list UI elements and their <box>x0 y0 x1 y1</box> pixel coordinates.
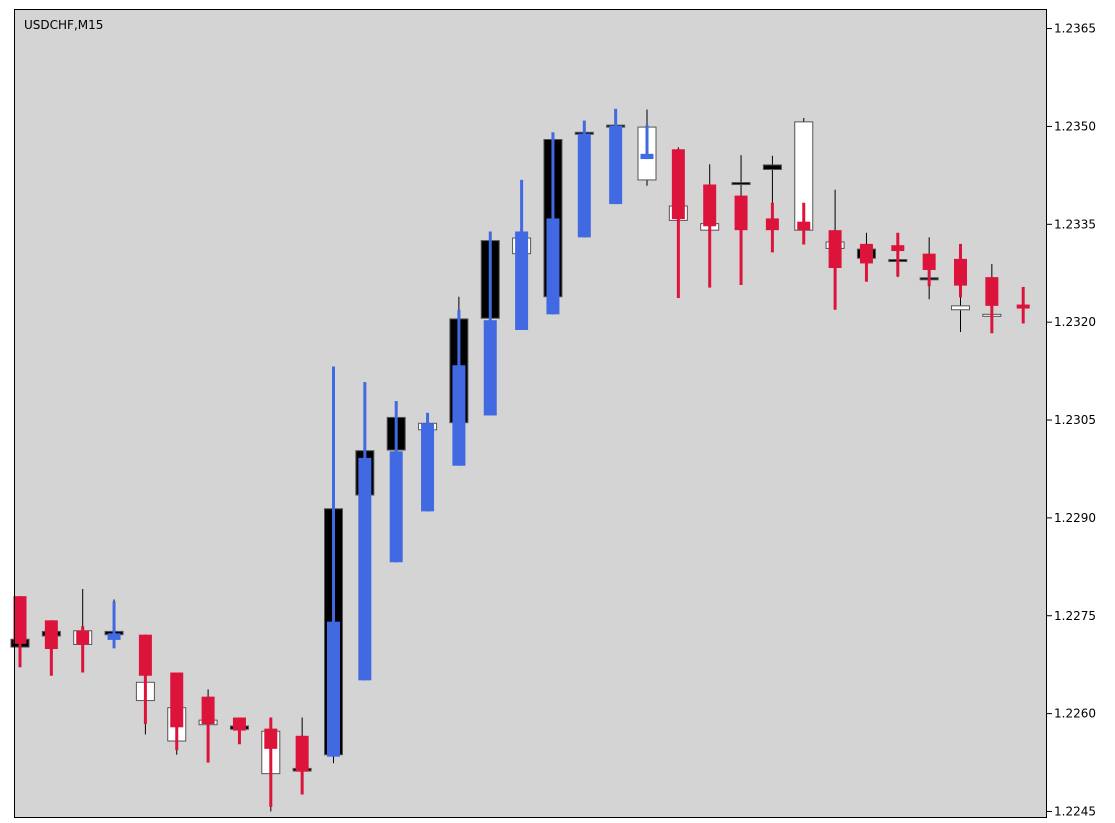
candle-body <box>734 195 748 231</box>
price-axis-label: 1.2335 <box>1054 217 1096 231</box>
candle-body <box>765 218 779 231</box>
candle-body <box>546 218 560 315</box>
candle-body <box>797 221 811 231</box>
candle-body <box>264 728 278 749</box>
candle-body <box>201 696 215 725</box>
candle-wick <box>237 717 241 745</box>
candle-body <box>985 277 999 306</box>
secondary-candle-body <box>762 164 782 170</box>
candle-body <box>515 231 529 330</box>
candle-body <box>76 630 90 645</box>
price-axis-label: 1.2305 <box>1054 413 1096 427</box>
candle-body <box>609 125 623 205</box>
price-axis-label: 1.2290 <box>1054 511 1096 525</box>
candle-body <box>13 596 27 644</box>
price-axis-label: 1.2275 <box>1054 609 1096 623</box>
candle-body <box>922 253 936 270</box>
candle-body <box>1016 304 1030 309</box>
candle-body <box>421 423 435 512</box>
candle-body <box>107 633 121 640</box>
candle-body <box>859 243 873 264</box>
candle-wick <box>112 601 116 649</box>
candle-body <box>232 717 246 731</box>
secondary-candle-body <box>731 182 751 186</box>
candle-body <box>703 184 717 227</box>
candle-wick <box>269 717 273 807</box>
chart-title: USDCHF,M15 <box>24 18 103 32</box>
candle-wick <box>206 696 210 763</box>
candle-body <box>828 230 842 269</box>
secondary-candle-body <box>951 305 970 311</box>
price-axis-label: 1.2350 <box>1054 119 1096 133</box>
candle-body <box>640 153 654 160</box>
plot-frame <box>14 9 1047 818</box>
candle-body <box>44 620 58 650</box>
candle-wick <box>739 195 743 285</box>
candle-body <box>671 149 685 220</box>
candles-layer <box>13 108 1030 807</box>
candle-wick <box>708 184 712 288</box>
candle-wick <box>645 125 649 160</box>
candle-body <box>138 634 152 676</box>
price-axis: 1.2365 1.2350 1.2335 1.2320 1.2305 1.2290 1.22… <box>1047 22 1096 818</box>
price-axis-label: 1.2245 <box>1054 804 1096 818</box>
price-axis-label: 1.2365 <box>1054 22 1096 36</box>
plot-area[interactable] <box>14 9 1047 818</box>
candle-body <box>577 133 591 238</box>
candle-body <box>954 258 967 286</box>
candle-body <box>295 735 309 772</box>
candle-body <box>327 621 340 757</box>
candle-body <box>170 672 184 728</box>
price-axis-label: 1.2320 <box>1054 315 1096 329</box>
candle-wick <box>833 230 837 310</box>
candle-wick <box>896 232 900 277</box>
candle-body <box>358 457 372 681</box>
candle-wick <box>676 149 680 299</box>
candle-body <box>891 245 905 252</box>
price-axis-label: 1.2260 <box>1054 707 1096 721</box>
candle-wick <box>81 626 85 673</box>
candle-body <box>389 451 403 563</box>
candle-body <box>483 320 497 416</box>
candle-body <box>452 365 466 466</box>
candle-wick <box>143 634 147 725</box>
candle-wick <box>332 366 335 757</box>
